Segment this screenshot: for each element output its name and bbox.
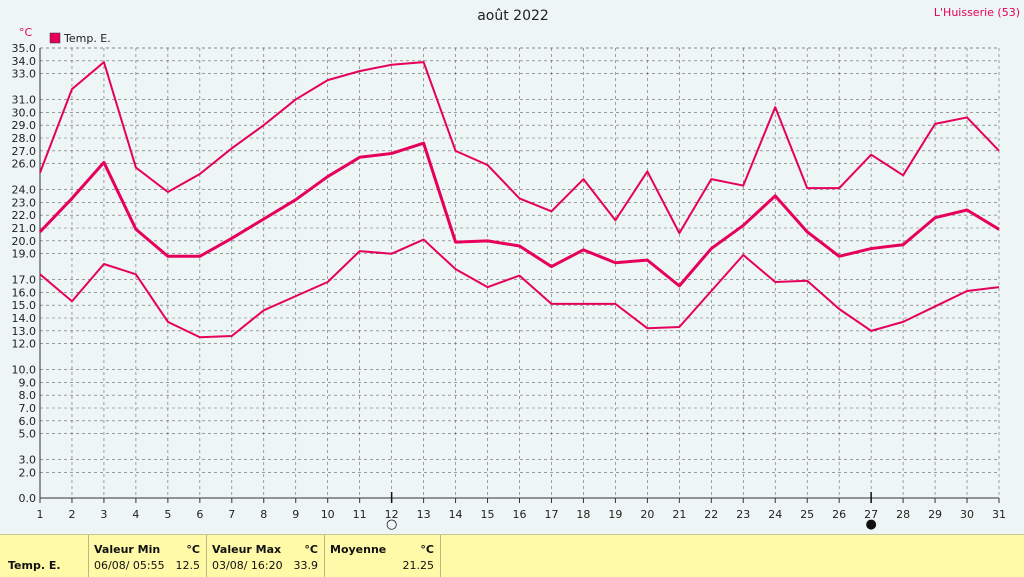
y-tick-label: 9.0 bbox=[19, 376, 37, 389]
x-tick-label: 22 bbox=[704, 508, 718, 521]
temperature-chart: août 2022 L'Huisserie (53) °C Temp. E. 0… bbox=[12, 6, 1021, 532]
y-tick-label: 28.0 bbox=[12, 132, 37, 145]
x-tick-label: 15 bbox=[481, 508, 495, 521]
y-tick-label: 16.0 bbox=[12, 286, 37, 299]
series-lines bbox=[38, 61, 1000, 339]
y-tick-label: 0.0 bbox=[19, 492, 37, 505]
x-tick-label: 6 bbox=[196, 508, 203, 521]
y-tick-label: 14.0 bbox=[12, 312, 37, 325]
x-tick-label: 16 bbox=[513, 508, 527, 521]
y-tick-label: 27.0 bbox=[12, 145, 37, 158]
x-axis-ticks: 1 2 3 4 5 6 7 8 9 10 11 12 13 14 15 16 17 18 19 20 21 22 23 24 2… bbox=[37, 498, 1006, 521]
x-tick-label: 24 bbox=[768, 508, 782, 521]
x-tick-label: 23 bbox=[736, 508, 750, 521]
y-tick-label: 8.0 bbox=[19, 389, 37, 402]
x-tick-label: 14 bbox=[449, 508, 463, 521]
y-tick-label: 2.0 bbox=[19, 466, 37, 479]
y-tick-label: 31.0 bbox=[12, 93, 37, 106]
chart-title: août 2022 bbox=[477, 8, 549, 24]
min-unit: °C bbox=[186, 543, 200, 556]
x-tick-label: 25 bbox=[800, 508, 814, 521]
y-tick-label: 26.0 bbox=[12, 158, 37, 171]
footer-min-cell: Valeur Min °C 06/08/ 05:55 12.5 bbox=[88, 535, 207, 577]
legend-label: Temp. E. bbox=[63, 32, 111, 45]
x-tick-label: 8 bbox=[260, 508, 267, 521]
y-tick-label: 19.0 bbox=[12, 248, 37, 261]
series-mean-line bbox=[38, 141, 1000, 288]
min-heading: Valeur Min bbox=[94, 543, 161, 556]
mean-unit: °C bbox=[420, 543, 434, 556]
y-tick-label: 6.0 bbox=[19, 415, 37, 428]
footer-mean-cell: Moyenne °C 21.25 bbox=[324, 535, 441, 577]
footer-series-label: Temp. E. bbox=[8, 559, 61, 572]
mean-value: 21.25 bbox=[402, 559, 435, 572]
x-tick-label: 29 bbox=[928, 508, 942, 521]
x-tick-label: 7 bbox=[228, 508, 235, 521]
y-tick-label: 34.0 bbox=[12, 55, 37, 68]
x-tick-label: 3 bbox=[100, 508, 107, 521]
y-tick-label: 5.0 bbox=[19, 428, 37, 441]
y-tick-label: 20.0 bbox=[12, 235, 37, 248]
grid-lines bbox=[40, 47, 999, 498]
footer-series-cell: Temp. E. bbox=[0, 535, 89, 577]
x-tick-label: 13 bbox=[417, 508, 431, 521]
station-name: L'Huisserie (53) bbox=[934, 6, 1020, 19]
y-tick-label: 15.0 bbox=[12, 299, 37, 312]
max-datetime: 03/08/ 16:20 bbox=[212, 559, 283, 572]
y-axis-ticks: 0.0 2.03.0 5.06.07.08.09.010.0 12.013.014.0… bbox=[12, 42, 37, 505]
max-heading: Valeur Max bbox=[212, 543, 282, 556]
y-tick-label: 35.0 bbox=[12, 42, 37, 55]
y-tick-label: 13.0 bbox=[12, 325, 37, 338]
x-tick-label: 17 bbox=[544, 508, 558, 521]
min-value: 12.5 bbox=[175, 559, 201, 572]
max-unit: °C bbox=[304, 543, 318, 556]
y-tick-label: 22.0 bbox=[12, 209, 37, 222]
x-tick-label: 21 bbox=[672, 508, 686, 521]
y-tick-label: 21.0 bbox=[12, 222, 37, 235]
y-tick-label: 3.0 bbox=[19, 453, 37, 466]
x-tick-label: 30 bbox=[960, 508, 974, 521]
x-tick-label: 9 bbox=[292, 508, 299, 521]
mean-heading: Moyenne bbox=[330, 543, 387, 556]
x-tick-label: 11 bbox=[353, 508, 367, 521]
x-tick-label: 1 bbox=[37, 508, 44, 521]
x-tick-label: 12 bbox=[385, 508, 399, 521]
x-tick-label: 18 bbox=[576, 508, 590, 521]
y-tick-label: 33.0 bbox=[12, 68, 37, 81]
y-tick-label: 12.0 bbox=[12, 338, 37, 351]
x-tick-label: 19 bbox=[608, 508, 622, 521]
y-tick-label: 30.0 bbox=[12, 106, 37, 119]
x-tick-label: 28 bbox=[896, 508, 910, 521]
y-axis-unit: °C bbox=[19, 26, 33, 39]
y-tick-label: 24.0 bbox=[12, 183, 37, 196]
min-datetime: 06/08/ 05:55 bbox=[94, 559, 165, 572]
series-max-line bbox=[39, 61, 1000, 235]
axes bbox=[39, 47, 1000, 499]
x-tick-label: 4 bbox=[132, 508, 139, 521]
x-tick-label: 2 bbox=[68, 508, 75, 521]
x-tick-label: 31 bbox=[992, 508, 1006, 521]
y-tick-label: 10.0 bbox=[12, 363, 37, 376]
footer-max-cell: Valeur Max °C 03/08/ 16:20 33.9 bbox=[206, 535, 325, 577]
moon-phase-marker: ○ bbox=[386, 517, 397, 532]
x-markers: ○ ● bbox=[386, 492, 877, 532]
x-tick-label: 20 bbox=[640, 508, 654, 521]
y-tick-label: 23.0 bbox=[12, 196, 37, 209]
x-tick-label: 10 bbox=[321, 508, 335, 521]
stats-footer: Temp. E. Valeur Min °C 06/08/ 05:55 12.5… bbox=[0, 534, 1024, 577]
x-tick-label: 5 bbox=[164, 508, 171, 521]
x-tick-label: 26 bbox=[832, 508, 846, 521]
series-min-line bbox=[39, 238, 1000, 339]
y-tick-label: 7.0 bbox=[19, 402, 37, 415]
x-tick-label: 27 bbox=[864, 508, 878, 521]
max-value: 33.9 bbox=[293, 559, 319, 572]
moon-phase-marker: ● bbox=[865, 517, 876, 532]
legend-swatch bbox=[49, 32, 61, 44]
y-tick-label: 17.0 bbox=[12, 273, 37, 286]
y-tick-label: 29.0 bbox=[12, 119, 37, 132]
